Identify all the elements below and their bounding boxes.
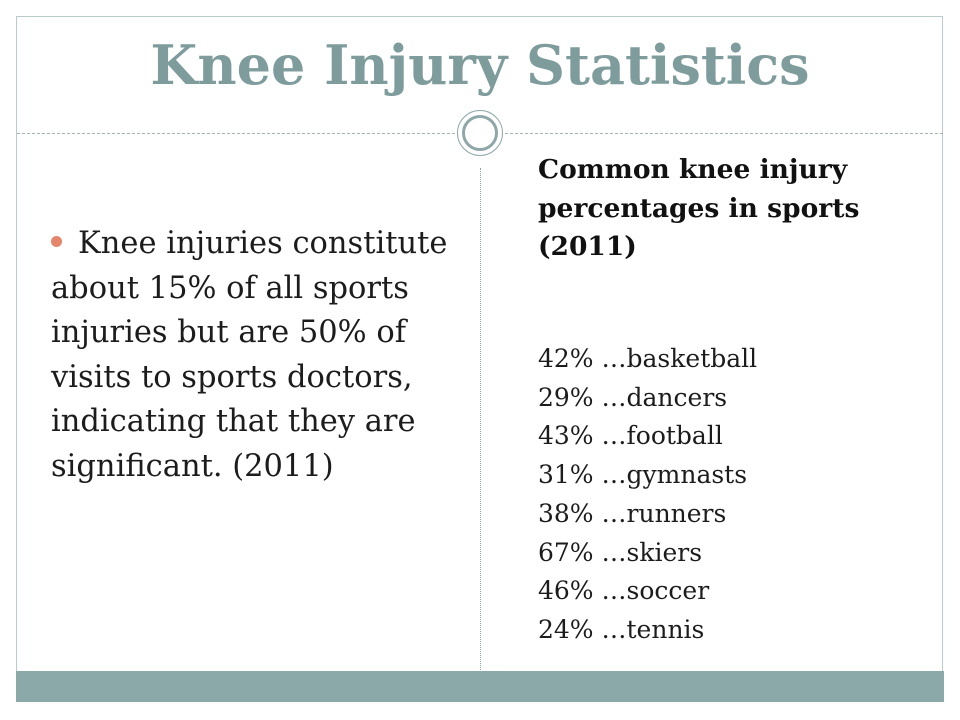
bullet-dot-icon bbox=[51, 235, 62, 247]
stat-item-soccer: 46% …soccer bbox=[538, 576, 710, 606]
bullet-text: Knee injuries constitute about 15% of al… bbox=[51, 226, 448, 484]
circle-ornament-icon bbox=[457, 110, 503, 156]
stat-item-skiers: 67% …skiers bbox=[538, 537, 703, 567]
stat-item-basketball: 42% …basketball bbox=[538, 344, 758, 373]
column-divider bbox=[480, 168, 481, 670]
stat-item-runners: 38% …runners bbox=[538, 498, 727, 528]
stat-item-tennis: 24% …tennis bbox=[538, 614, 705, 644]
stat-item-football: 43% …football bbox=[538, 421, 723, 451]
title-rule-left bbox=[17, 133, 455, 134]
stat-item-dancers: 29% …dancers bbox=[538, 382, 728, 412]
bullet-point: Knee injuries constitute about 15% of al… bbox=[51, 222, 471, 489]
title-rule-right bbox=[505, 133, 943, 134]
stat-item-gymnasts: 31% …gymnasts bbox=[538, 460, 748, 490]
stats-heading: Common knee injury percentages in sports… bbox=[538, 154, 860, 262]
slide-title: Knee Injury Statistics bbox=[150, 33, 810, 97]
circle-ornament-inner bbox=[462, 115, 498, 151]
stats-list: 42% …basketball 29% …dancers 43% …footba… bbox=[538, 340, 898, 650]
footer-bar bbox=[16, 671, 944, 702]
